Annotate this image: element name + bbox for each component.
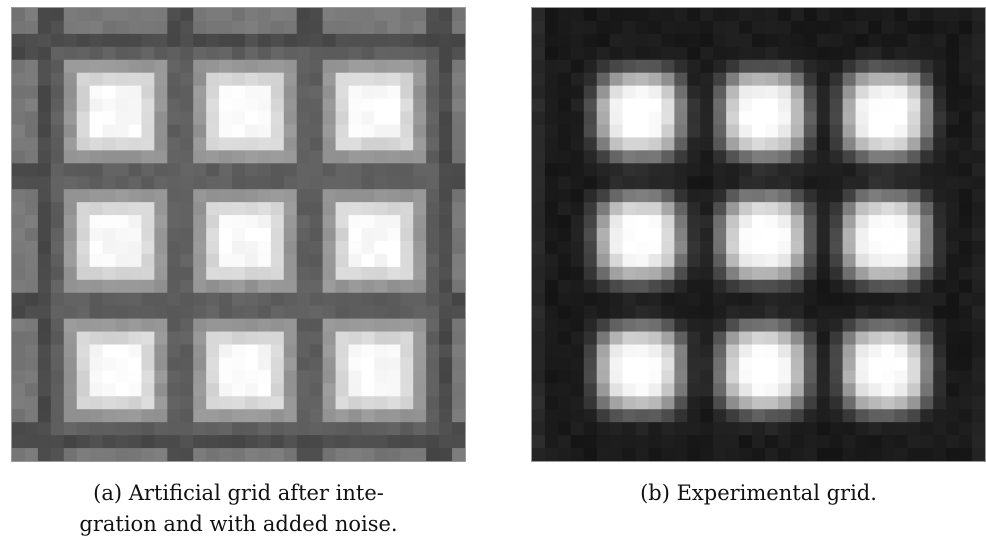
subfigure-a-caption: (a) Artificial grid after inte- gration … (79, 481, 398, 536)
subfigure-b-caption: (b) Experimental grid. (640, 481, 877, 505)
artificial-grid-image (11, 7, 466, 462)
experimental-grid-pixels (532, 8, 985, 461)
experimental-grid-image (531, 7, 986, 462)
artificial-grid-pixels (12, 8, 465, 461)
